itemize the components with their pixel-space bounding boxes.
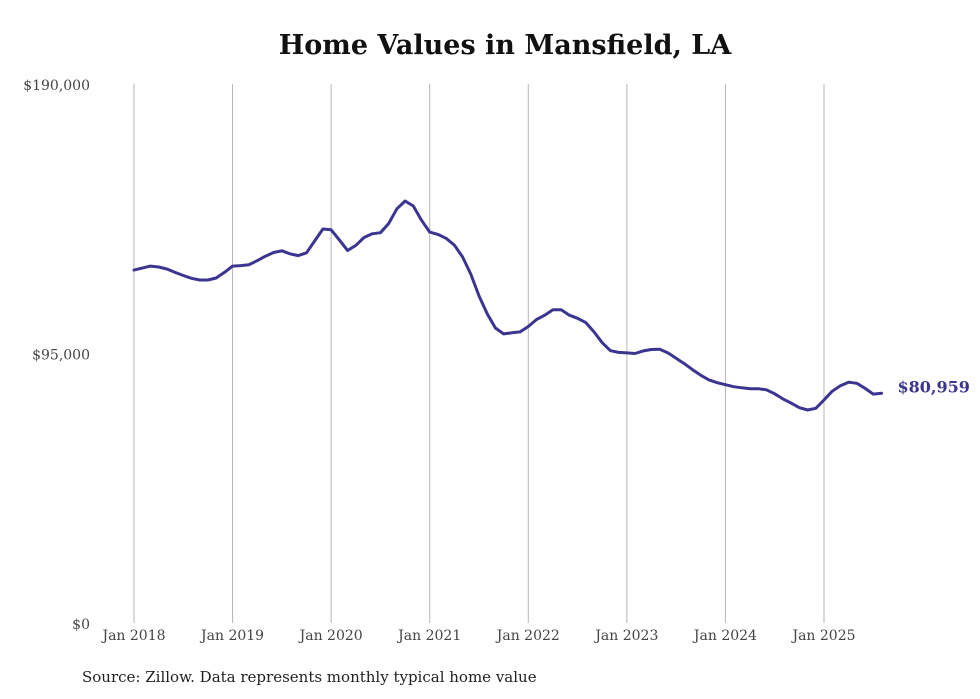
x-tick-label: Jan 2024 <box>692 628 757 644</box>
x-axis-ticks: Jan 2018 Jan 2019 Jan 2020 Jan 2021 Jan 2022… <box>100 628 855 644</box>
y-tick-label: $95,000 <box>32 348 90 364</box>
y-tick-label: $190,000 <box>23 78 90 94</box>
x-tick-label: Jan 2025 <box>790 628 855 644</box>
series-line <box>132 199 883 412</box>
y-tick-label: $0 <box>72 617 90 633</box>
chart-title: Home Values in Mansfield, LA <box>278 30 732 61</box>
gridlines <box>133 84 825 623</box>
source-note: Source: Zillow. Data represents monthly … <box>82 668 537 686</box>
y-axis-ticks: $0 $95,000 $190,000 <box>23 78 90 633</box>
series-group <box>132 199 883 412</box>
x-tick-label: Jan 2021 <box>396 628 461 644</box>
x-tick-label: Jan 2019 <box>199 628 264 644</box>
x-tick-label: Jan 2023 <box>593 628 658 644</box>
x-tick-label: Jan 2018 <box>100 628 165 644</box>
last-value-label: $80,959 <box>898 377 970 396</box>
x-tick-label: Jan 2022 <box>495 628 560 644</box>
x-tick-label: Jan 2020 <box>298 628 363 644</box>
